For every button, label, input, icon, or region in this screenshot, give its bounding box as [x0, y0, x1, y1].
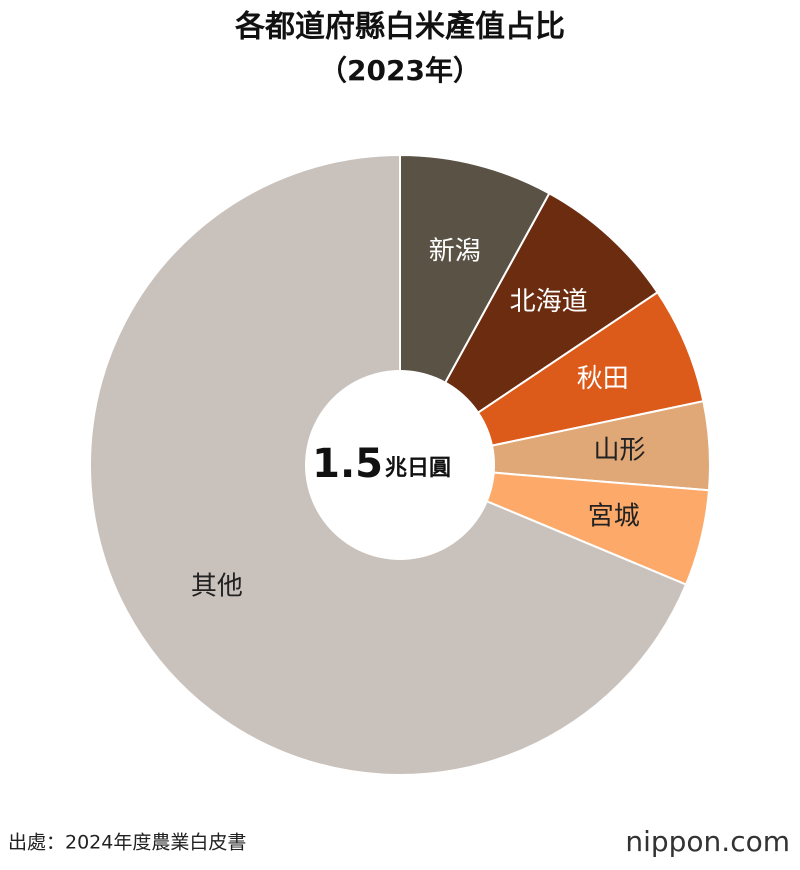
slice-label: 新潟 — [429, 236, 481, 266]
total-unit: 兆日圓 — [385, 456, 451, 481]
donut-hole — [305, 370, 495, 560]
slice-label: 宮城 — [588, 502, 640, 532]
slice-label: 秋田 — [577, 364, 629, 394]
chart-subtitle: （2023年） — [319, 54, 481, 87]
slice-label: 其他 — [191, 571, 243, 601]
slice-label: 山形 — [594, 436, 646, 466]
total-value: 1.5 — [312, 441, 383, 487]
logo: nippon.com — [625, 825, 790, 858]
source: 出處：2024年度農業白皮書 — [8, 832, 246, 854]
chart-title: 各都道府縣白米產值占比 — [234, 10, 565, 45]
slice-label: 北海道 — [510, 287, 588, 317]
